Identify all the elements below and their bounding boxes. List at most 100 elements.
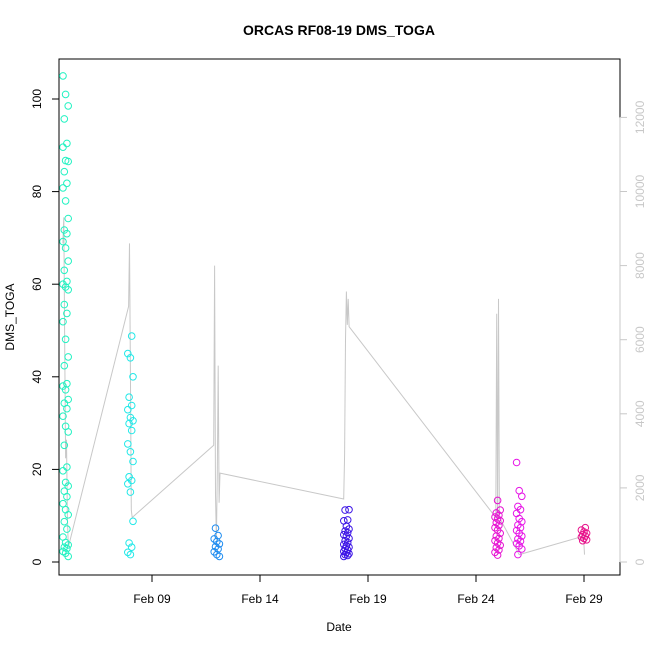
data-point [60,167,69,176]
data-point [126,448,135,456]
data-point [60,115,69,123]
data-point [492,543,501,552]
data-point [60,441,69,450]
secondary-series-line [62,217,585,556]
data-point [493,551,502,559]
data-point [343,551,352,560]
data-point [64,511,72,519]
x-axis-label: Date [326,620,352,634]
data-point [124,548,132,557]
chart-title: ORCAS RF08-19 DMS_TOGA [243,22,435,38]
data-point [60,300,69,309]
data-point [59,143,67,151]
data-point [126,354,135,362]
data-point [60,266,69,275]
data-point [516,537,525,546]
data-point [59,467,67,475]
data-point [64,353,72,361]
data-point [63,139,71,148]
data-point [59,317,67,326]
data-point [127,332,136,340]
plot-frame [58,58,621,576]
data-point [60,517,69,526]
data-point [213,537,221,546]
data-point [495,546,503,554]
y2-tick-label: 4000 [633,400,647,427]
data-point [345,525,353,533]
data-point [492,532,501,540]
data-point [64,541,72,549]
scatter-series [124,332,137,559]
data-point [581,523,590,532]
data-point [61,335,70,344]
point-layer [59,72,591,561]
data-point [495,511,503,520]
data-point [125,539,133,547]
data-point [127,426,136,435]
data-point [124,405,132,414]
data-point [341,506,349,514]
y-tick-label: 80 [30,185,44,199]
data-point [61,386,70,394]
data-point [64,257,72,265]
y-tick-label: 40 [30,370,44,384]
y-tick-label: 20 [30,462,44,476]
data-point [518,545,526,553]
data-point [340,552,348,561]
data-point [578,536,587,545]
x-axis: Feb 09 Feb 14 Feb 19 Feb 24 Feb 29 [133,574,603,606]
data-point [64,428,72,436]
data-point [125,393,133,402]
data-point [496,541,505,550]
y2-tick-label: 6000 [633,326,647,353]
data-point [215,552,224,561]
y-tick-label: 60 [30,277,44,291]
data-point [496,517,505,525]
data-point [61,197,70,205]
y-tick-label: 0 [30,558,44,565]
data-point [345,505,353,514]
data-point [514,521,522,529]
data-point [129,373,137,381]
y2-tick-label: 8000 [633,252,647,279]
data-point [582,536,591,544]
x-tick-label: Feb 09 [133,592,171,606]
data-point [512,458,521,467]
data-point [495,521,503,530]
data-point [127,543,136,552]
data-point [64,482,72,490]
scatter-series [210,524,224,561]
scatter-series [491,496,505,559]
data-point [59,237,67,246]
scatter-series [512,458,526,559]
scatter-series [340,505,353,561]
data-point [63,309,71,318]
data-point [61,244,70,252]
data-point [125,419,133,428]
y2-tick-label: 10000 [633,174,647,208]
data-point [493,496,502,505]
data-point [512,539,521,548]
x-tick-label: Feb 14 [241,592,279,606]
x-tick-label: Feb 29 [565,592,603,606]
data-point [61,90,70,99]
data-point [493,539,502,547]
data-point [491,523,499,532]
data-point [63,179,71,188]
data-point [514,550,522,559]
data-point [124,440,132,448]
data-point [64,102,72,110]
data-point [64,286,72,294]
y-axis-label: DMS_TOGA [3,283,17,350]
data-point [343,529,352,537]
data-point [64,157,72,166]
data-point [210,535,218,543]
data-point [211,542,220,551]
x-tick-label: Feb 19 [349,592,387,606]
data-point [124,480,132,488]
data-point [63,229,71,238]
data-point [59,72,67,80]
y-tick-label: 100 [30,89,44,109]
data-point [129,517,137,526]
